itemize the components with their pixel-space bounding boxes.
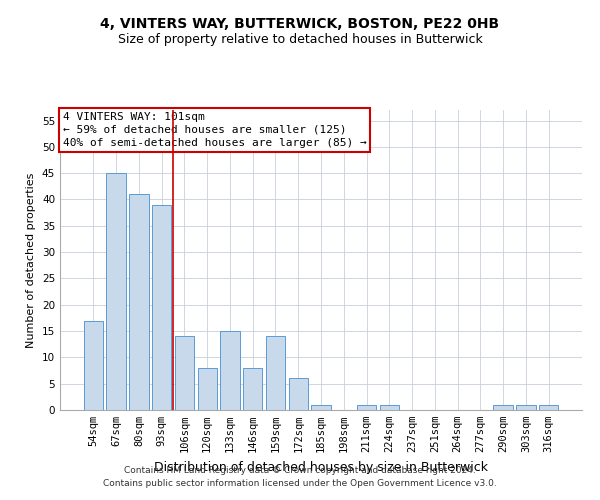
Bar xyxy=(311,404,331,410)
Bar xyxy=(197,368,217,410)
Bar xyxy=(106,173,126,410)
X-axis label: Distribution of detached houses by size in Butterwick: Distribution of detached houses by size … xyxy=(154,460,488,473)
Bar xyxy=(243,368,262,410)
Bar xyxy=(266,336,285,410)
Text: Contains HM Land Registry data © Crown copyright and database right 2024.
Contai: Contains HM Land Registry data © Crown c… xyxy=(103,466,497,487)
Bar xyxy=(152,204,172,410)
Text: 4 VINTERS WAY: 101sqm
← 59% of detached houses are smaller (125)
40% of semi-det: 4 VINTERS WAY: 101sqm ← 59% of detached … xyxy=(62,112,367,148)
Text: 4, VINTERS WAY, BUTTERWICK, BOSTON, PE22 0HB: 4, VINTERS WAY, BUTTERWICK, BOSTON, PE22… xyxy=(100,18,500,32)
Bar xyxy=(516,404,536,410)
Bar xyxy=(493,404,513,410)
Bar xyxy=(539,404,558,410)
Bar xyxy=(380,404,399,410)
Text: Size of property relative to detached houses in Butterwick: Size of property relative to detached ho… xyxy=(118,32,482,46)
Bar xyxy=(129,194,149,410)
Y-axis label: Number of detached properties: Number of detached properties xyxy=(26,172,37,348)
Bar xyxy=(289,378,308,410)
Bar xyxy=(175,336,194,410)
Bar xyxy=(84,320,103,410)
Bar xyxy=(220,331,239,410)
Bar xyxy=(357,404,376,410)
